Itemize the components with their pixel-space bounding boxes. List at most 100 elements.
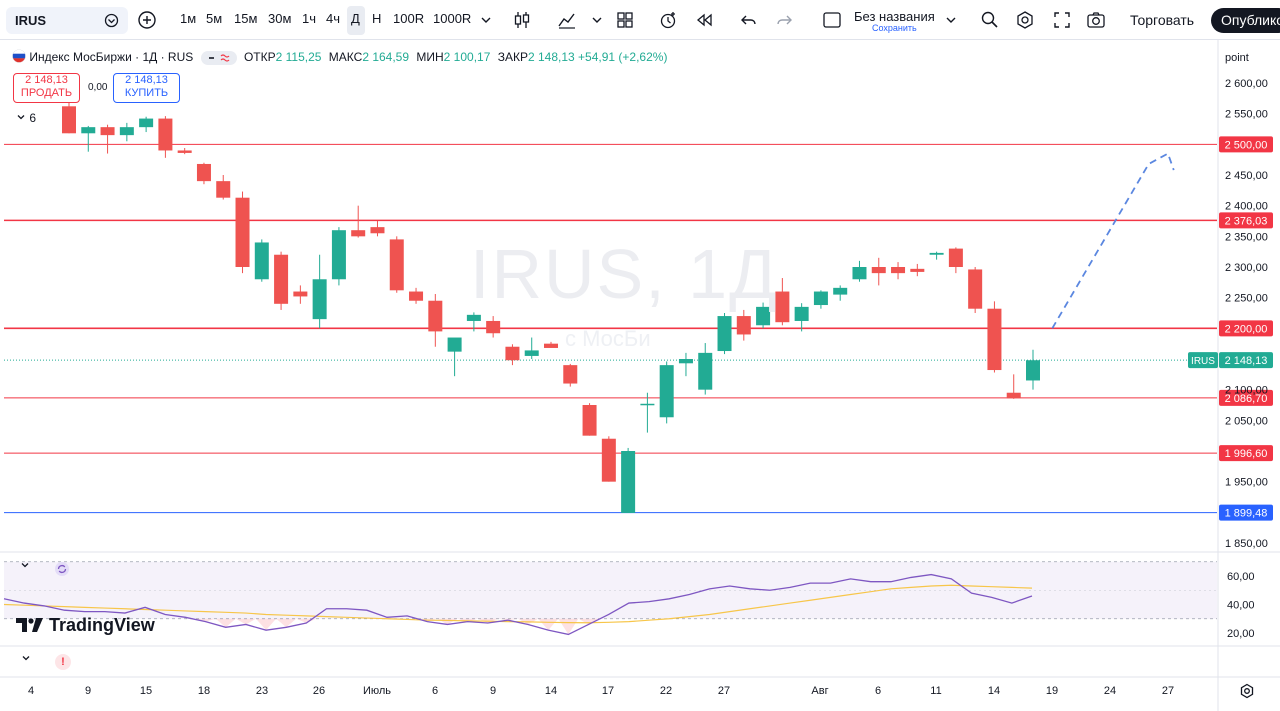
interval-w[interactable]: Н bbox=[372, 11, 382, 26]
candle-body[interactable] bbox=[524, 350, 539, 356]
candle-body[interactable] bbox=[466, 314, 481, 321]
candle-body[interactable] bbox=[929, 252, 944, 255]
candle-body[interactable] bbox=[968, 269, 983, 309]
level-price-tag bbox=[1219, 389, 1273, 406]
candle-body[interactable] bbox=[736, 316, 751, 335]
candle-body[interactable] bbox=[948, 248, 963, 267]
candle-body[interactable] bbox=[544, 343, 558, 348]
series-name[interactable]: Индекс МосБиржи · 1Д · RUS bbox=[29, 50, 194, 64]
save-link[interactable]: Сохранить bbox=[872, 23, 917, 33]
trade-button[interactable]: Торговать bbox=[1130, 12, 1195, 28]
candle-body[interactable] bbox=[813, 291, 828, 306]
candle-body[interactable] bbox=[563, 365, 578, 384]
interval-4h[interactable]: 4ч bbox=[326, 11, 341, 26]
candle-body[interactable] bbox=[1026, 360, 1040, 381]
candle-body[interactable] bbox=[852, 267, 867, 280]
candle-body[interactable] bbox=[274, 254, 289, 304]
candle-body[interactable] bbox=[428, 300, 443, 332]
candle-body[interactable] bbox=[601, 438, 616, 482]
candle-body[interactable] bbox=[640, 403, 655, 406]
undo-icon[interactable] bbox=[739, 10, 759, 30]
interval-d[interactable]: Д bbox=[351, 11, 360, 26]
candle-body[interactable] bbox=[775, 291, 790, 323]
candle-body[interactable] bbox=[216, 181, 231, 198]
candle-body[interactable] bbox=[293, 291, 308, 297]
forecast-path[interactable] bbox=[1051, 152, 1175, 329]
candle-body[interactable] bbox=[582, 405, 597, 436]
candle-body[interactable] bbox=[698, 352, 713, 390]
price-tick-label: 2 450,00 bbox=[1225, 170, 1268, 182]
fullscreen-icon[interactable] bbox=[1052, 10, 1072, 30]
candle-body[interactable] bbox=[62, 106, 76, 134]
legend-toggle-pill[interactable] bbox=[200, 50, 237, 65]
indicators-dropdown-icon[interactable] bbox=[587, 10, 607, 30]
indicators-collapse[interactable]: 6 bbox=[13, 111, 43, 129]
layout-checkbox-icon[interactable] bbox=[822, 10, 842, 30]
rsi-line[interactable] bbox=[3, 573, 1033, 636]
interval-100r[interactable]: 100R bbox=[393, 11, 425, 26]
candle-body[interactable] bbox=[505, 346, 520, 361]
candle-body[interactable] bbox=[756, 306, 771, 326]
candle-body[interactable] bbox=[370, 227, 385, 234]
add-symbol-icon[interactable] bbox=[137, 10, 157, 30]
candle-body[interactable] bbox=[871, 267, 886, 274]
candle-body[interactable] bbox=[910, 268, 925, 272]
candle-body[interactable] bbox=[987, 308, 1002, 371]
settings-icon[interactable] bbox=[1015, 10, 1035, 30]
symbol-search[interactable]: IRUS bbox=[6, 7, 128, 34]
buy-button[interactable]: 2 148,13 КУПИТЬ bbox=[113, 73, 180, 103]
candle-body[interactable] bbox=[139, 118, 154, 128]
replay-icon[interactable] bbox=[694, 10, 714, 30]
candle-body[interactable] bbox=[158, 118, 173, 151]
sell-button[interactable]: 2 148,13 ПРОДАТЬ bbox=[13, 73, 80, 103]
candle-body[interactable] bbox=[351, 230, 366, 237]
rsi-refresh-icon[interactable] bbox=[55, 562, 69, 576]
axis-settings-icon[interactable] bbox=[1239, 683, 1255, 699]
candle-body[interactable] bbox=[389, 239, 404, 291]
candle-body[interactable] bbox=[235, 197, 250, 267]
interval-1000r[interactable]: 1000R bbox=[433, 11, 472, 26]
quick-search-icon[interactable] bbox=[980, 10, 1000, 30]
candle-body[interactable] bbox=[659, 365, 674, 418]
indicators-icon[interactable] bbox=[557, 10, 577, 30]
layouts-icon[interactable] bbox=[615, 10, 635, 30]
candle-body[interactable] bbox=[100, 127, 115, 136]
candle-body[interactable] bbox=[678, 359, 693, 364]
compare-icon[interactable] bbox=[104, 13, 119, 28]
interval-15m[interactable]: 15м bbox=[234, 11, 258, 26]
candles-type-icon[interactable] bbox=[512, 10, 532, 30]
warning-icon[interactable]: ! bbox=[55, 654, 71, 670]
redo-icon[interactable] bbox=[774, 10, 794, 30]
interval-dropdown-icon[interactable] bbox=[476, 10, 496, 30]
candle-body[interactable] bbox=[891, 267, 906, 274]
layout-dropdown-icon[interactable] bbox=[941, 10, 961, 30]
tradingview-logo[interactable]: TradingView bbox=[16, 615, 155, 636]
candle-body[interactable] bbox=[486, 320, 501, 334]
rsi-collapse[interactable] bbox=[13, 560, 37, 578]
candle-body[interactable] bbox=[447, 337, 462, 352]
price-scale-mode[interactable]: point bbox=[1225, 52, 1249, 64]
bottom-collapse[interactable] bbox=[13, 653, 39, 673]
candle-body[interactable] bbox=[621, 451, 636, 513]
candle-body[interactable] bbox=[81, 127, 96, 134]
candle-body[interactable] bbox=[312, 279, 327, 320]
snapshot-icon[interactable] bbox=[1086, 10, 1106, 30]
alert-icon[interactable] bbox=[658, 10, 678, 30]
candle-body[interactable] bbox=[177, 150, 192, 153]
candle-body[interactable] bbox=[119, 127, 134, 136]
interval-1h[interactable]: 1ч bbox=[302, 11, 317, 26]
candle-body[interactable] bbox=[794, 306, 809, 321]
candle-body[interactable] bbox=[254, 242, 269, 280]
interval-5m[interactable]: 5м bbox=[206, 11, 223, 26]
candle-body[interactable] bbox=[196, 163, 211, 182]
candle-body[interactable] bbox=[409, 291, 424, 301]
layout-title[interactable]: Без названия bbox=[854, 9, 935, 24]
candle-body[interactable] bbox=[1006, 392, 1021, 399]
candle-body[interactable] bbox=[833, 287, 848, 295]
candle-body[interactable] bbox=[717, 316, 732, 352]
price-chart[interactable]: 2 500,00 2 376,03 2 200,00 2 086,70 1 996,60… bbox=[0, 40, 1280, 711]
candle-body[interactable] bbox=[331, 230, 346, 280]
interval-1m[interactable]: 1м bbox=[180, 11, 197, 26]
interval-30m[interactable]: 30м bbox=[268, 11, 292, 26]
publish-button[interactable]: Опублико bbox=[1211, 8, 1280, 33]
